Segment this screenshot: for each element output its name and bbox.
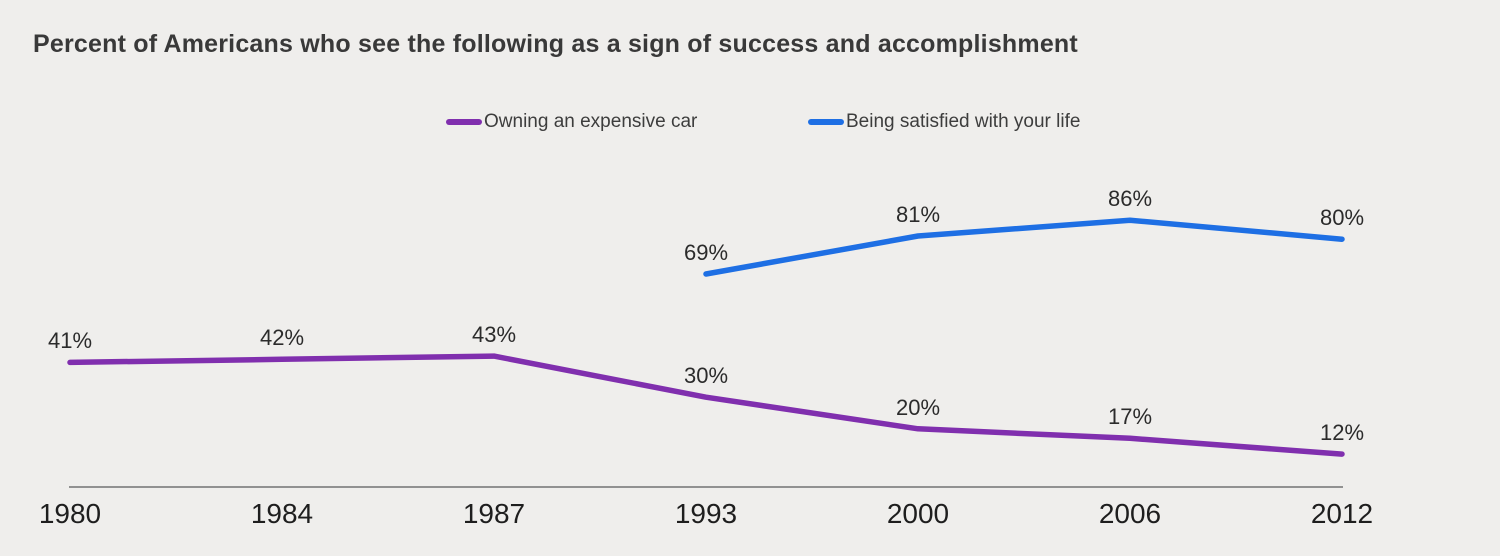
legend-label-being-satisfied-with-your-life: Being satisfied with your life [846,111,1081,132]
series-line-owning-an-expensive-car [67,353,1345,457]
data-label-owning-an-expensive-car-2000: 20% [896,395,940,420]
x-axis-tick-label: 1984 [251,498,313,529]
data-label-being-satisfied-with-your-life-2000: 81% [896,202,940,227]
data-label-owning-an-expensive-car-1980: 41% [48,328,92,353]
x-axis-tick-label: 2006 [1099,498,1161,529]
chart-title: Percent of Americans who see the followi… [33,30,1078,58]
series-line-being-satisfied-with-your-life [703,217,1345,277]
data-label-owning-an-expensive-car-1993: 30% [684,363,728,388]
x-axis-tick-label: 1980 [39,498,101,529]
data-label-owning-an-expensive-car-2012: 12% [1320,420,1364,445]
data-label-being-satisfied-with-your-life-1993: 69% [684,240,728,265]
x-axis-tick-label: 1993 [675,498,737,529]
data-label-being-satisfied-with-your-life-2012: 80% [1320,205,1364,230]
legend-label-owning-an-expensive-car: Owning an expensive car [484,111,698,132]
x-axis-tick-label: 2012 [1311,498,1373,529]
data-label-owning-an-expensive-car-2006: 17% [1108,404,1152,429]
legend-item-being-satisfied-with-your-life: Being satisfied with your life [808,111,1080,133]
data-label-owning-an-expensive-car-1987: 43% [472,322,516,347]
legend-item-owning-an-expensive-car: Owning an expensive car [446,111,697,133]
data-label-owning-an-expensive-car-1984: 42% [260,325,304,350]
data-label-being-satisfied-with-your-life-2006: 86% [1108,186,1152,211]
legend-swatch-being-satisfied-with-your-life [808,119,844,125]
x-axis-tick-label: 2000 [887,498,949,529]
x-axis-tick-label: 1987 [463,498,525,529]
legend-swatch-owning-an-expensive-car [446,119,482,125]
